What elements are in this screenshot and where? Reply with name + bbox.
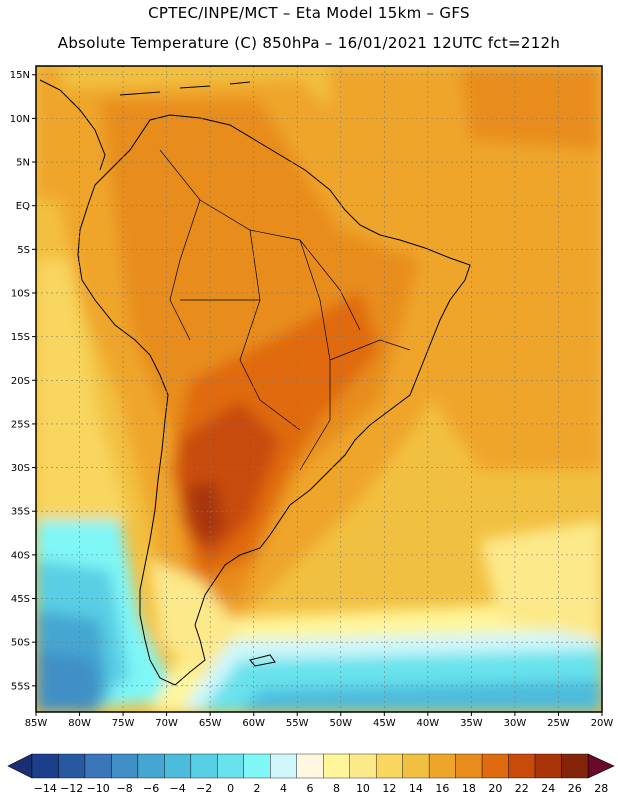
temperature-field — [36, 66, 602, 712]
colorbar-label: 8 — [333, 782, 340, 795]
lon-label: 30W — [504, 718, 527, 729]
colorbar-swatch — [455, 753, 483, 779]
south-america-coast — [77, 114, 471, 686]
lon-label: 70W — [155, 718, 178, 729]
colorbar-label: 24 — [541, 782, 555, 795]
colorbar-label: 2 — [254, 782, 261, 795]
colorbar-label: 12 — [382, 782, 396, 795]
colorbar-swatch — [243, 753, 271, 779]
lat-label: 10S — [11, 288, 30, 299]
latitude-labels: 15N 10N 5N EQ 5S 10S 15S 20S 25S 30S 35S 40S 45S 50S 5… — [10, 70, 36, 692]
lat-label: 5N — [16, 158, 30, 169]
colorbar-swatch — [190, 753, 218, 779]
lon-label: 60W — [242, 718, 265, 729]
lat-label: 15N — [10, 70, 30, 81]
colorbar-swatch — [561, 753, 589, 779]
lat-label: 50S — [11, 638, 30, 649]
gridlines — [36, 66, 602, 712]
lat-label: 25S — [11, 419, 30, 430]
colorbar-swatch — [349, 753, 377, 779]
title-model: CPTEC/INPE/MCT – Eta Model 15km – GFS — [148, 4, 470, 22]
lat-label: 35S — [11, 507, 30, 518]
colorbar-label: 20 — [488, 782, 502, 795]
colorbar-swatch — [375, 753, 403, 779]
colorbar-label: −2 — [196, 782, 212, 795]
lat-label: 10N — [10, 114, 30, 125]
colorbar-swatch — [534, 753, 562, 779]
title-field: Absolute Temperature (C) 850hPa – 16/01/… — [57, 34, 561, 52]
colorbar-swatch — [481, 753, 509, 779]
colorbar-swatch — [428, 753, 456, 779]
falklands — [249, 654, 276, 667]
colorbar-label: 26 — [568, 782, 582, 795]
lat-label: 40S — [11, 550, 30, 561]
colorbar-label: 18 — [462, 782, 476, 795]
lat-label: 20S — [11, 376, 30, 387]
lon-label: 45W — [373, 718, 396, 729]
colorbar-high-arrow — [587, 753, 615, 779]
colorbar-label: −14 — [34, 782, 57, 795]
colorbar-low-arrow — [7, 753, 33, 779]
map-frame — [35, 65, 603, 713]
colorbar-label: −8 — [117, 782, 133, 795]
colorbar-label: 16 — [435, 782, 449, 795]
lat-label: 15S — [11, 332, 30, 343]
longitude-labels: 85W 80W 75W 70W 65W 60W 55W 50W 45W 40W 35W 30W 25W 2… — [25, 712, 614, 729]
colorbar-label: 28 — [594, 782, 608, 795]
lon-label: 55W — [286, 718, 309, 729]
colorbar-label: 0 — [227, 782, 234, 795]
country-borders — [159, 149, 411, 471]
colorbar-swatch — [296, 753, 324, 779]
colorbar-swatch — [31, 753, 59, 779]
colorbar-swatch — [111, 753, 139, 779]
lat-label: EQ — [16, 201, 30, 212]
colorbar-swatch — [402, 753, 430, 779]
colorbar-swatch — [270, 753, 297, 779]
lon-label: 75W — [112, 718, 135, 729]
lat-label: 55S — [11, 681, 30, 692]
coastlines — [39, 79, 471, 686]
colorbar-swatch — [217, 753, 245, 779]
colorbar: −14 −12 −10 −8 −6 −4 −2 0 2 4 6 8 10 12 14 16 18 20 22 24 26… — [7, 753, 615, 795]
colorbar-swatch — [137, 753, 165, 779]
lat-label: 5S — [17, 245, 30, 256]
lon-label: 20W — [591, 718, 614, 729]
colorbar-label: 22 — [515, 782, 529, 795]
colorbar-label: −6 — [143, 782, 159, 795]
colorbar-swatch — [84, 753, 112, 779]
lon-label: 80W — [68, 718, 91, 729]
colorbar-label: 6 — [307, 782, 314, 795]
colorbar-swatch — [323, 753, 350, 779]
lon-label: 25W — [547, 718, 570, 729]
colorbar-label: 14 — [409, 782, 423, 795]
colorbar-label: 10 — [356, 782, 370, 795]
lat-label: 30S — [11, 463, 30, 474]
lon-label: 40W — [417, 718, 440, 729]
colorbar-label: −12 — [60, 782, 83, 795]
colorbar-swatch — [508, 753, 536, 779]
lon-label: 65W — [199, 718, 222, 729]
caribbean-islands — [119, 81, 251, 96]
colorbar-swatch — [164, 753, 192, 779]
lon-label: 35W — [460, 718, 483, 729]
lon-label: 50W — [329, 718, 352, 729]
lon-label: 85W — [25, 718, 48, 729]
lat-label: 45S — [11, 594, 30, 605]
colorbar-label: −4 — [170, 782, 186, 795]
central-america-coast — [39, 79, 106, 171]
colorbar-swatch — [58, 753, 86, 779]
colorbar-label: −10 — [87, 782, 110, 795]
colorbar-label: 4 — [280, 782, 287, 795]
